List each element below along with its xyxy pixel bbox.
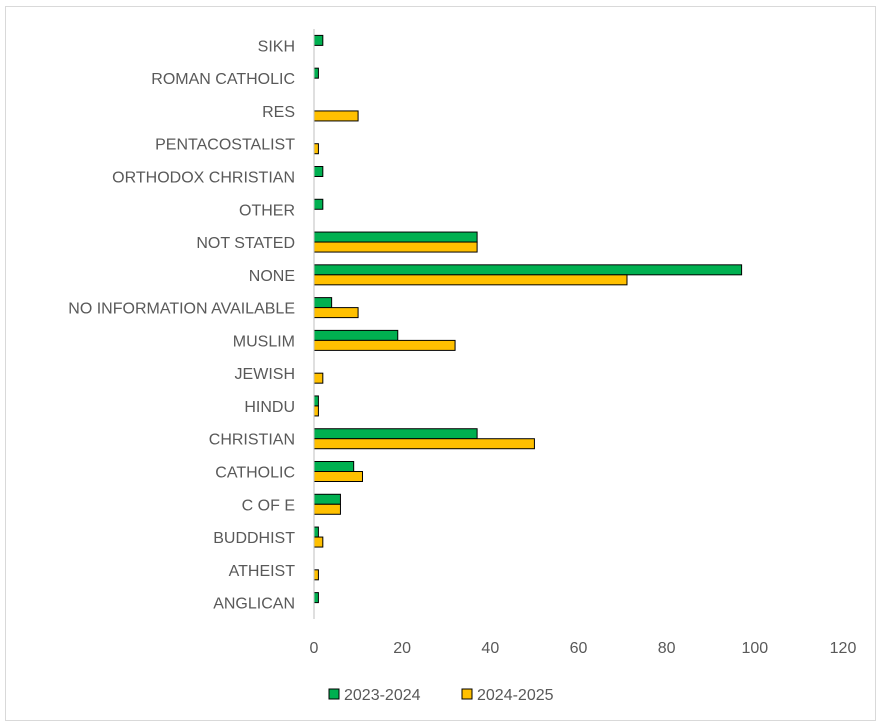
category-label: RES [262,104,295,121]
x-tick-label: 80 [658,640,676,657]
bar-2023-2024-no-information-available [313,297,333,309]
bar-2023-2024-c-of-e [313,493,341,505]
category-labels: SIKH ROMAN CATHOLIC RES PENTACOSTALIST ORTHO… [68,38,295,612]
category-label: PENTACOSTALIST [155,137,295,154]
category-label: NOT STATED [196,235,295,252]
legend-swatch [328,688,340,700]
bar-2024-2025-no-information-available [313,307,359,319]
category-label: NO INFORMATION AVAILABLE [68,301,295,318]
bar-2024-2025-muslim [313,339,456,351]
bar-2023-2024-sikh [313,34,324,46]
x-tick-label: 100 [741,640,768,657]
bar-2023-2024-buddhist [313,526,319,538]
bar-2023-2024-orthodox-christian [313,166,324,177]
bar-2023-2024-roman-catholic [313,67,319,79]
bar-2024-2025-jewish [313,372,324,384]
x-tick-labels: 0 20 40 60 80 100 120 [310,640,857,657]
bars-group [313,34,743,604]
category-label: ANGLICAN [213,596,295,613]
bar-2024-2025-hindu [313,405,319,417]
bar-2024-2025-christian [313,438,535,450]
x-tick-label: 0 [310,640,319,657]
category-label: C OF E [242,497,295,514]
category-label: HINDU [244,399,295,416]
bar-2024-2025-not-stated [313,241,478,253]
legend-label: 2024-2025 [477,687,554,704]
category-label: MUSLIM [233,333,295,350]
category-label: CHRISTIAN [209,432,295,449]
bar-2023-2024-none [313,264,743,276]
bar-2023-2024-not-stated [313,231,478,243]
bar-2024-2025-none [313,274,628,286]
bar-2024-2025-buddhist [313,536,324,548]
category-label: ATHEIST [229,563,296,580]
category-label: ORTHODOX CHRISTIAN [112,170,295,187]
x-tick-label: 20 [393,640,411,657]
x-tick-label: 120 [830,640,857,657]
bar-2023-2024-hindu [313,395,319,407]
x-tick-label: 60 [570,640,588,657]
bar-2024-2025-catholic [313,471,363,482]
category-label: CATHOLIC [215,465,295,482]
legend-label: 2023-2024 [344,687,421,704]
bar-2023-2024-catholic [313,461,355,472]
legend: 2023-2024 2024-2025 [328,687,554,704]
legend-swatch [461,688,473,700]
bar-2023-2024-christian [313,428,478,440]
x-tick-label: 40 [481,640,499,657]
bar-2024-2025-atheist [313,569,319,581]
chart-frame [5,6,876,721]
category-label: NONE [249,268,295,285]
bar-2024-2025-res [313,110,359,122]
bar-2024-2025-pentacostalist [313,143,319,155]
category-label: ROMAN CATHOLIC [151,71,295,88]
bar-2023-2024-anglican [313,592,319,604]
bar-2024-2025-c-of-e [313,503,341,515]
category-label: SIKH [258,38,295,55]
bar-2023-2024-other [313,198,324,210]
category-label: JEWISH [235,366,295,383]
category-label: BUDDHIST [213,530,295,547]
bar-2023-2024-muslim [313,329,399,341]
category-label: OTHER [239,202,295,219]
